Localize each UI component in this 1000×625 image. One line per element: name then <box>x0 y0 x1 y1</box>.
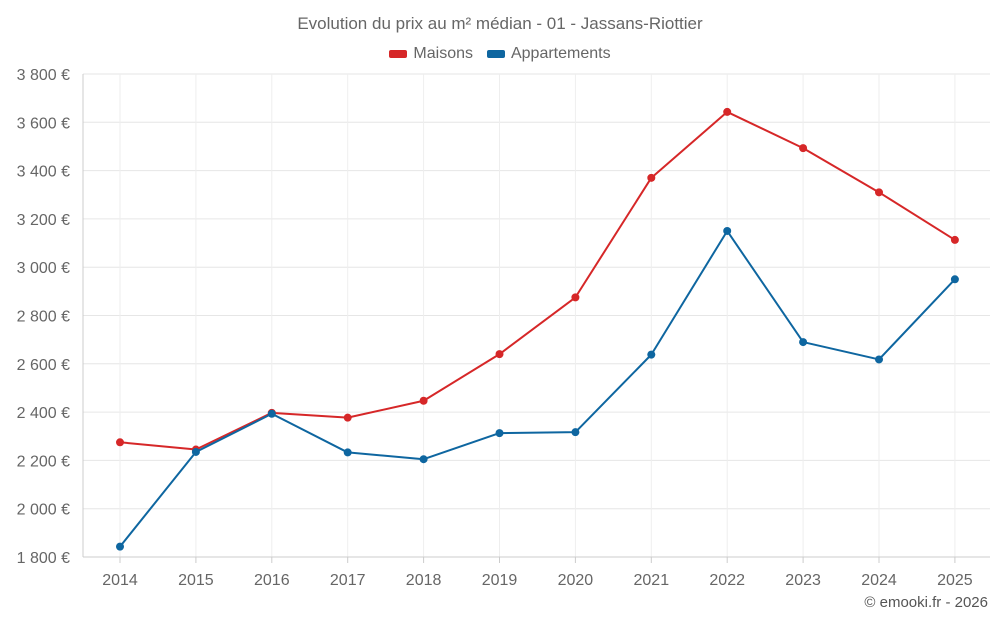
x-tick-label: 2019 <box>482 572 518 589</box>
x-tick-label: 2023 <box>785 572 821 589</box>
y-tick-label: 3 400 € <box>17 164 70 181</box>
legend-swatch-maisons <box>389 50 408 58</box>
y-tick-label: 2 800 € <box>17 309 70 326</box>
y-tick-label: 2 600 € <box>17 357 70 374</box>
x-tick-label: 2020 <box>558 572 594 589</box>
data-point-appartements <box>116 542 124 551</box>
chart-legend: Maisons Appartements <box>0 45 1000 63</box>
copyright-text: © emooki.fr - 2026 <box>864 594 988 611</box>
y-tick-label: 3 200 € <box>17 212 70 229</box>
x-tick-label: 2016 <box>254 572 290 589</box>
x-tick-label: 2021 <box>634 572 670 589</box>
legend-swatch-appartements <box>486 50 505 58</box>
data-point-maisons <box>495 350 504 359</box>
series-line-maisons <box>119 110 956 451</box>
series-line-appartements <box>119 229 956 548</box>
x-tick-label: 2018 <box>406 572 442 589</box>
data-point-appartements <box>875 355 883 364</box>
data-point-appartements <box>495 429 504 438</box>
x-tick-label: 2014 <box>102 572 138 589</box>
y-tick-label: 3 600 € <box>17 115 70 132</box>
data-point-maisons <box>799 144 808 153</box>
data-point-maisons <box>343 413 352 422</box>
data-point-maisons <box>875 188 883 197</box>
legend-item-maisons[interactable]: Maisons <box>389 45 473 63</box>
data-point-appartements <box>799 338 808 347</box>
y-tick-label: 3 800 € <box>17 67 70 84</box>
data-point-appartements <box>647 350 656 359</box>
data-point-appartements <box>267 409 276 418</box>
y-tick-label: 3 000 € <box>17 260 70 277</box>
data-point-maisons <box>116 438 124 447</box>
data-point-maisons <box>647 173 656 182</box>
x-tick-label: 2022 <box>709 572 745 589</box>
data-point-maisons <box>950 235 959 244</box>
x-tick-label: 2025 <box>937 572 973 589</box>
data-point-appartements <box>950 275 959 284</box>
y-tick-label: 2 200 € <box>17 453 70 470</box>
x-tick-label: 2015 <box>178 572 214 589</box>
data-point-appartements <box>723 226 732 235</box>
legend-label-appartements: Appartements <box>510 45 611 62</box>
data-point-appartements <box>419 455 428 464</box>
chart-title: Evolution du prix au m² médian - 01 - Ja… <box>297 14 703 33</box>
data-point-appartements <box>571 428 580 437</box>
data-point-appartements <box>343 448 352 457</box>
data-point-maisons <box>723 107 732 116</box>
legend-label-maisons: Maisons <box>413 45 473 62</box>
y-tick-label: 2 400 € <box>17 405 70 422</box>
data-point-appartements <box>191 447 200 456</box>
y-tick-label: 2 000 € <box>17 502 70 519</box>
legend-item-appartements[interactable]: Appartements <box>486 45 611 63</box>
x-tick-label: 2017 <box>330 572 366 589</box>
y-tick-label: 1 800 € <box>17 550 70 567</box>
x-tick-label: 2024 <box>861 572 897 589</box>
data-point-maisons <box>571 293 580 302</box>
data-point-maisons <box>419 396 428 405</box>
